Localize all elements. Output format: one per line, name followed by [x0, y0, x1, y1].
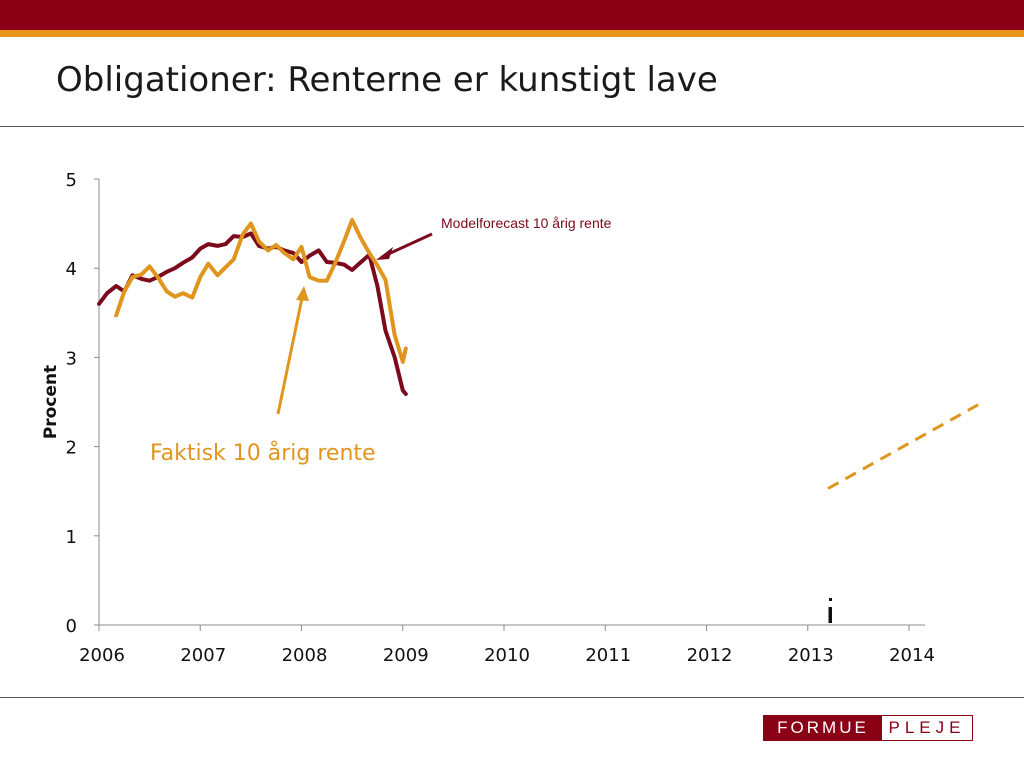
- annotation-actual-arrowhead: [296, 286, 309, 301]
- page-title: Obligationer: Renterne er kunstigt lave: [56, 60, 718, 100]
- header-stripe: [0, 30, 1024, 37]
- chart-annotations: Modelforecast 10 årig rente Faktisk 10 år…: [150, 215, 612, 466]
- header-bar: [0, 0, 1024, 30]
- annotation-model-arrow-line: [383, 232, 433, 258]
- marker-dot: [829, 598, 832, 601]
- x-tick-label: 2007: [180, 645, 226, 666]
- y-tick-label: 3: [66, 348, 77, 369]
- y-tick-label: 2: [66, 438, 77, 459]
- series-line-model: [97, 231, 408, 396]
- footer-divider: [0, 697, 1024, 698]
- x-tick-label: 2008: [282, 645, 328, 666]
- y-tick-label: 1: [66, 527, 77, 548]
- line-chart: 0 1 2 3 4 5 2006 2007 2008 2009 2010 2011 2012 2013 20…: [41, 170, 981, 666]
- title-divider: [0, 126, 1024, 127]
- x-tick-label: 2014: [889, 645, 935, 666]
- y-tick-label: 0: [66, 616, 77, 637]
- x-tick-label: 2012: [687, 645, 733, 666]
- logo-left-text: FORMUE: [764, 716, 882, 740]
- annotation-model-arrowhead: [376, 247, 393, 260]
- y-tick-label: 4: [66, 259, 77, 280]
- y-tick-label: 5: [66, 170, 77, 191]
- x-tick-label: 2006: [79, 645, 125, 666]
- y-axis-label: Procent: [41, 365, 61, 439]
- x-tick-label: 2013: [788, 645, 834, 666]
- series-line-actual: [114, 218, 408, 364]
- formuepleje-logo: FORMUE PLEJE: [763, 715, 973, 741]
- marker-bar: [828, 607, 832, 623]
- chart-axes: 0 1 2 3 4 5 2006 2007 2008 2009 2010 2011 2012 2013 20…: [41, 170, 935, 666]
- annotation-actual-arrow-line: [276, 297, 304, 415]
- x-tick-label: 2010: [484, 645, 530, 666]
- annotation-actual-rate: Faktisk 10 årig rente: [150, 440, 376, 466]
- x-tick-label: 2009: [383, 645, 429, 666]
- logo-right-text: PLEJE: [882, 716, 972, 740]
- annotation-model-forecast: Modelforecast 10 årig rente: [441, 215, 612, 231]
- chart-series: [97, 218, 981, 623]
- series-line-forecast: [827, 402, 981, 490]
- x-tick-label: 2011: [585, 645, 631, 666]
